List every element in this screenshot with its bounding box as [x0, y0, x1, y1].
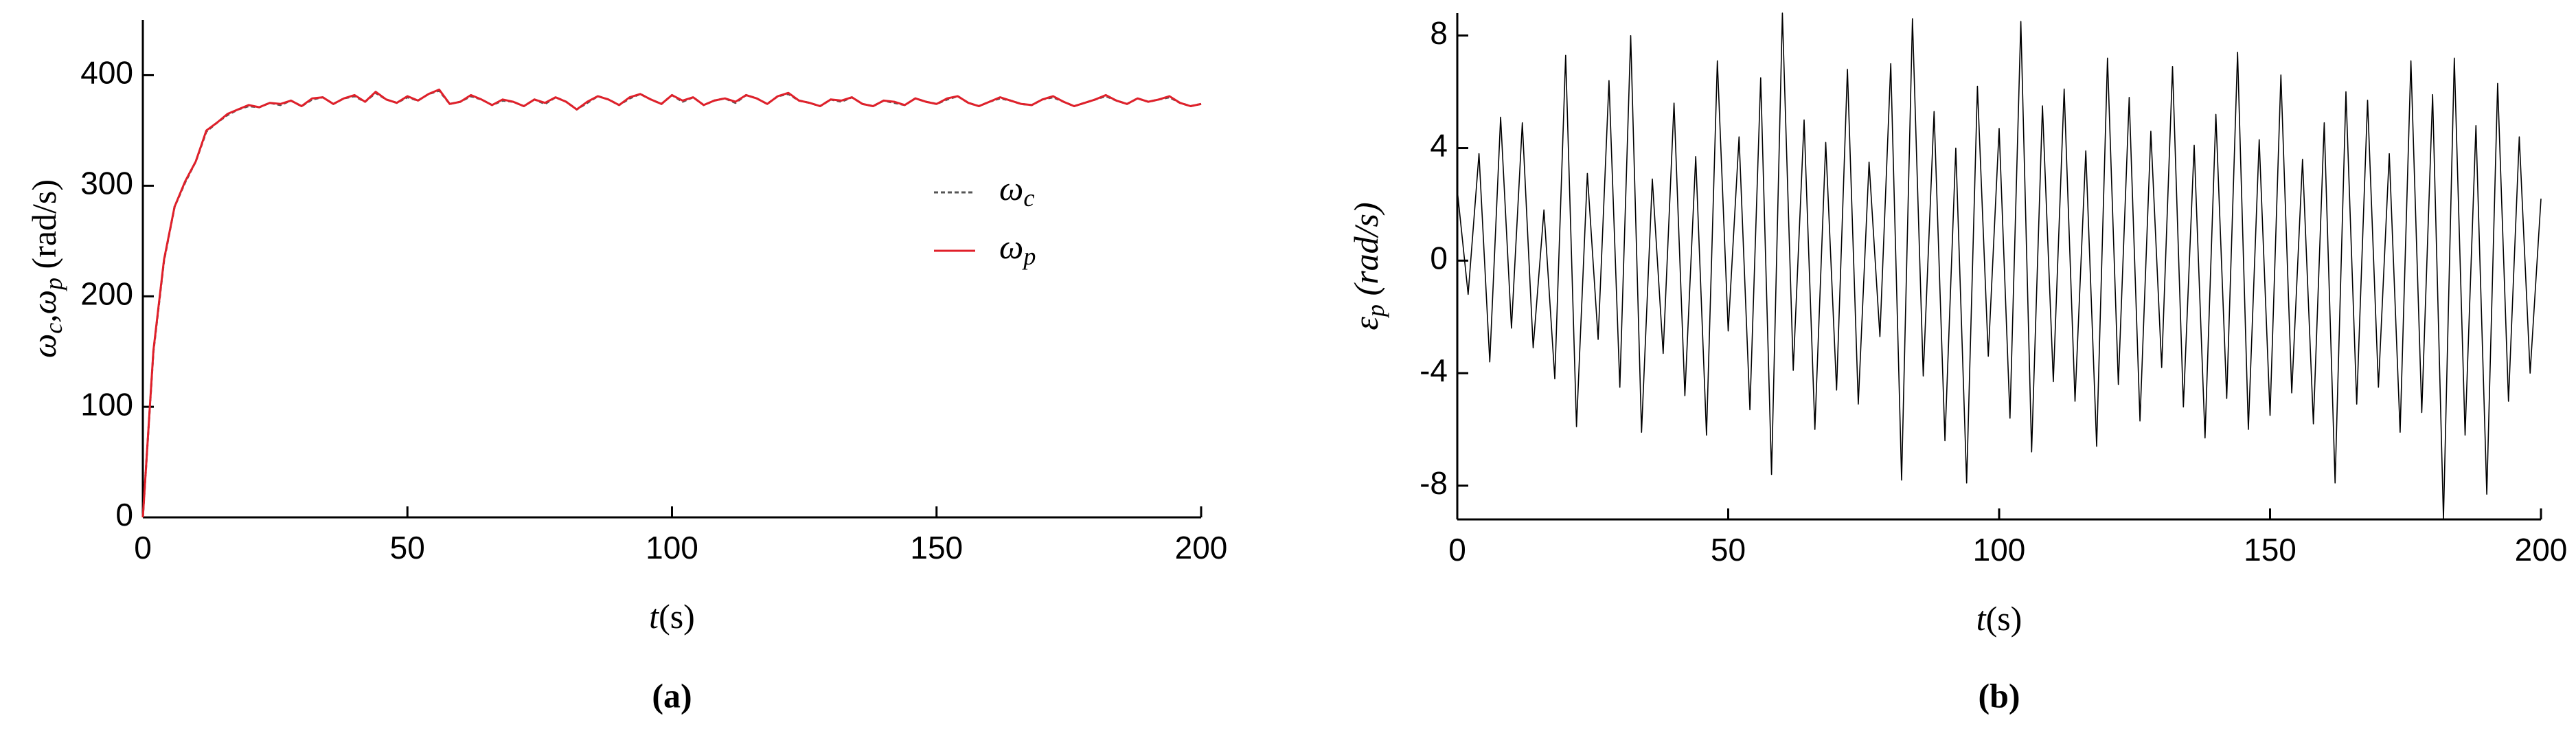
x-tick-label: 50	[1711, 532, 1746, 568]
label-part: p	[40, 278, 67, 292]
panel-caption: (b)	[1978, 676, 2020, 715]
series-line	[141, 88, 1202, 518]
series-line	[141, 89, 1202, 518]
x-axis-title: t(s)	[1976, 599, 2022, 638]
label-part: p	[1362, 304, 1389, 319]
label-part: t	[649, 597, 659, 636]
x-axis-title: t(s)	[649, 597, 695, 636]
label-part: t	[1976, 599, 1987, 638]
y-tick-label: 8	[1430, 15, 1448, 51]
panel-caption: (a)	[652, 676, 692, 715]
y-tick-label: 4	[1430, 128, 1448, 164]
legend-label: ωc	[999, 169, 1034, 212]
label-part: (rad/s)	[1347, 202, 1385, 304]
label-part: ε	[1347, 317, 1385, 330]
series-line	[1457, 12, 2542, 520]
y-tick-label: 200	[80, 276, 133, 311]
x-tick-label: 200	[2515, 532, 2568, 568]
label-part: (s)	[1986, 599, 2022, 638]
label-part: (rad/s)	[25, 179, 63, 278]
x-tick-label: 200	[1175, 530, 1228, 565]
y-tick-label: 400	[80, 55, 133, 91]
y-tick-label: 0	[115, 497, 133, 532]
legend-label: ωp	[999, 227, 1036, 270]
label-part: (s)	[659, 597, 695, 636]
label-part: ω	[999, 169, 1023, 208]
y-axis-title: ωc,ωp (rad/s)	[25, 179, 67, 358]
x-tick-label: 150	[2244, 532, 2296, 568]
label-part: c	[1023, 184, 1034, 212]
x-tick-label: 0	[134, 530, 152, 565]
label-part: c	[40, 323, 67, 334]
label-part: ω	[999, 227, 1023, 266]
x-tick-label: 50	[390, 530, 425, 565]
y-axis-title: εp (rad/s)	[1347, 202, 1389, 330]
y-tick-label: 0	[1430, 240, 1448, 276]
x-tick-label: 100	[1973, 532, 2026, 568]
y-tick-label: -4	[1420, 352, 1448, 388]
y-tick-label: 300	[80, 165, 133, 201]
label-part: p	[1021, 243, 1036, 270]
label-part: ,ω	[25, 290, 63, 323]
y-tick-label: -8	[1420, 465, 1448, 501]
x-tick-label: 150	[910, 530, 963, 565]
label-part: ω	[25, 334, 63, 358]
x-tick-label: 100	[646, 530, 698, 565]
y-tick-label: 100	[80, 386, 133, 422]
x-tick-label: 0	[1448, 532, 1466, 568]
